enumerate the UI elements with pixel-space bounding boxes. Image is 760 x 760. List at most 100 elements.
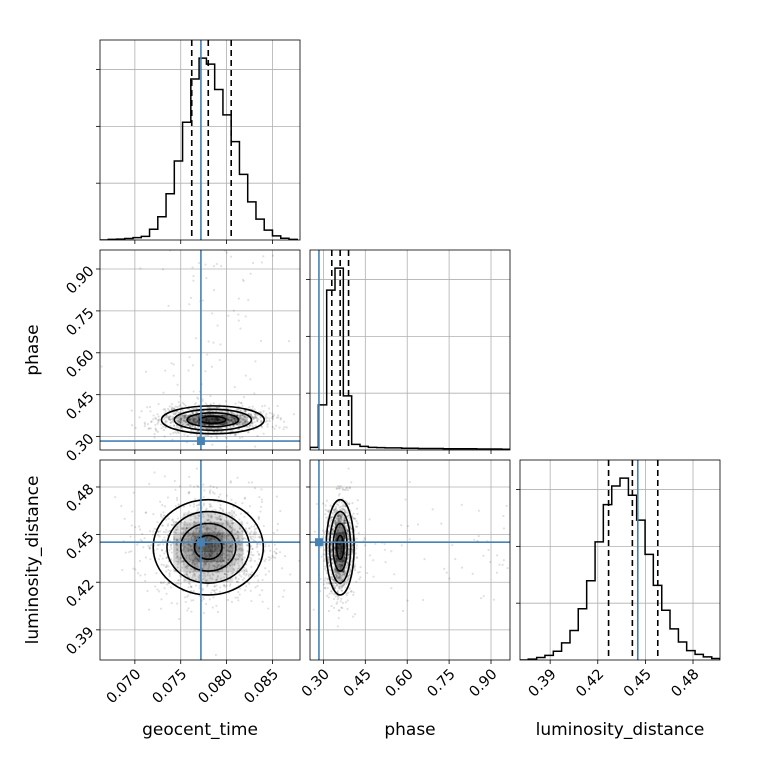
sample-point (237, 421, 241, 424)
sample-point (400, 544, 403, 547)
sample-point (196, 517, 199, 520)
sample-point (338, 530, 341, 533)
sample-point (220, 553, 223, 556)
contour-geocent_time-phase-3 (160, 405, 266, 435)
sample-point (340, 528, 343, 531)
sample-point (336, 517, 339, 520)
density-cell (223, 532, 234, 543)
sample-point (335, 561, 338, 565)
sample-point (166, 583, 169, 586)
sample-point (266, 416, 269, 419)
sample-point (170, 403, 173, 406)
sample-point (223, 533, 226, 537)
sample-point (216, 324, 219, 327)
sample-point (215, 566, 219, 569)
sample-point (216, 557, 219, 560)
sample-point (212, 589, 216, 592)
sample-point (161, 557, 164, 560)
sample-point (349, 564, 352, 567)
sample-point (175, 528, 178, 531)
sample-point (203, 577, 206, 580)
sample-point (337, 528, 340, 531)
sample-point (489, 560, 492, 564)
sample-point (155, 571, 158, 575)
sample-point (346, 579, 349, 582)
sample-point (254, 413, 257, 417)
sample-point (231, 543, 234, 546)
sample-point (186, 567, 189, 570)
sample-point (167, 523, 170, 526)
sample-point (331, 575, 334, 579)
sample-point (209, 504, 212, 507)
sample-point (130, 550, 133, 553)
sample-point (239, 512, 242, 515)
sample-point (226, 523, 229, 526)
sample-point (321, 502, 325, 505)
histogram-luminosity_distance (520, 477, 720, 660)
sample-point (190, 548, 194, 552)
density-cell (213, 522, 224, 533)
sample-point (170, 407, 173, 410)
sample-point (178, 617, 181, 621)
sample-point (337, 571, 340, 574)
sample-point (177, 560, 180, 563)
sample-point (198, 594, 201, 598)
sample-point (181, 566, 184, 569)
sample-point (192, 279, 195, 282)
sample-point (228, 416, 231, 419)
sample-point (183, 414, 186, 417)
sample-point (337, 596, 340, 599)
density-cell (213, 532, 224, 543)
sample-point (146, 423, 150, 426)
sample-point (337, 576, 341, 580)
sample-point (153, 527, 156, 530)
sample-point (255, 416, 258, 419)
sample-point (209, 403, 212, 406)
sample-point (230, 521, 233, 525)
sample-point (250, 551, 253, 554)
density-cell (203, 542, 214, 553)
sample-point (244, 315, 247, 318)
sample-point (161, 581, 165, 584)
sample-point (195, 537, 198, 540)
sample-point (191, 570, 194, 574)
sample-point (345, 528, 348, 531)
y-tick-label-luminosity_distance-0: 0.39 (64, 624, 98, 658)
sample-point (241, 578, 244, 581)
sample-point (495, 571, 498, 574)
sample-point (220, 426, 223, 430)
sample-point (321, 529, 324, 532)
sample-point (193, 420, 196, 423)
sample-point (230, 416, 233, 419)
sample-point (248, 527, 251, 530)
contour-phase-luminosity_distance-2 (328, 510, 352, 584)
sample-point (240, 401, 243, 405)
sample-point (233, 417, 236, 420)
sample-point (344, 601, 347, 604)
sample-point (212, 427, 215, 430)
sample-point (225, 522, 229, 525)
sample-point (249, 413, 253, 416)
sample-point (192, 275, 195, 278)
histogram-phase (310, 267, 510, 450)
x-axis-label-geocent_time: geocent_time (142, 720, 258, 740)
sample-point (341, 578, 344, 582)
sample-point (170, 602, 173, 605)
sample-point (334, 585, 337, 588)
sample-point (197, 397, 200, 400)
sample-point (223, 543, 226, 546)
sample-point (179, 582, 182, 585)
sample-point (229, 420, 232, 423)
sample-point (341, 513, 344, 516)
sample-point (156, 413, 159, 416)
sample-point (180, 532, 183, 535)
sample-point (232, 571, 235, 574)
sample-point (368, 554, 371, 557)
sample-point (338, 573, 341, 576)
sample-point (338, 514, 341, 517)
sample-point (214, 527, 217, 531)
sample-point (233, 563, 236, 566)
sample-point (209, 395, 212, 398)
sample-point (198, 560, 201, 564)
sample-point (202, 496, 205, 499)
